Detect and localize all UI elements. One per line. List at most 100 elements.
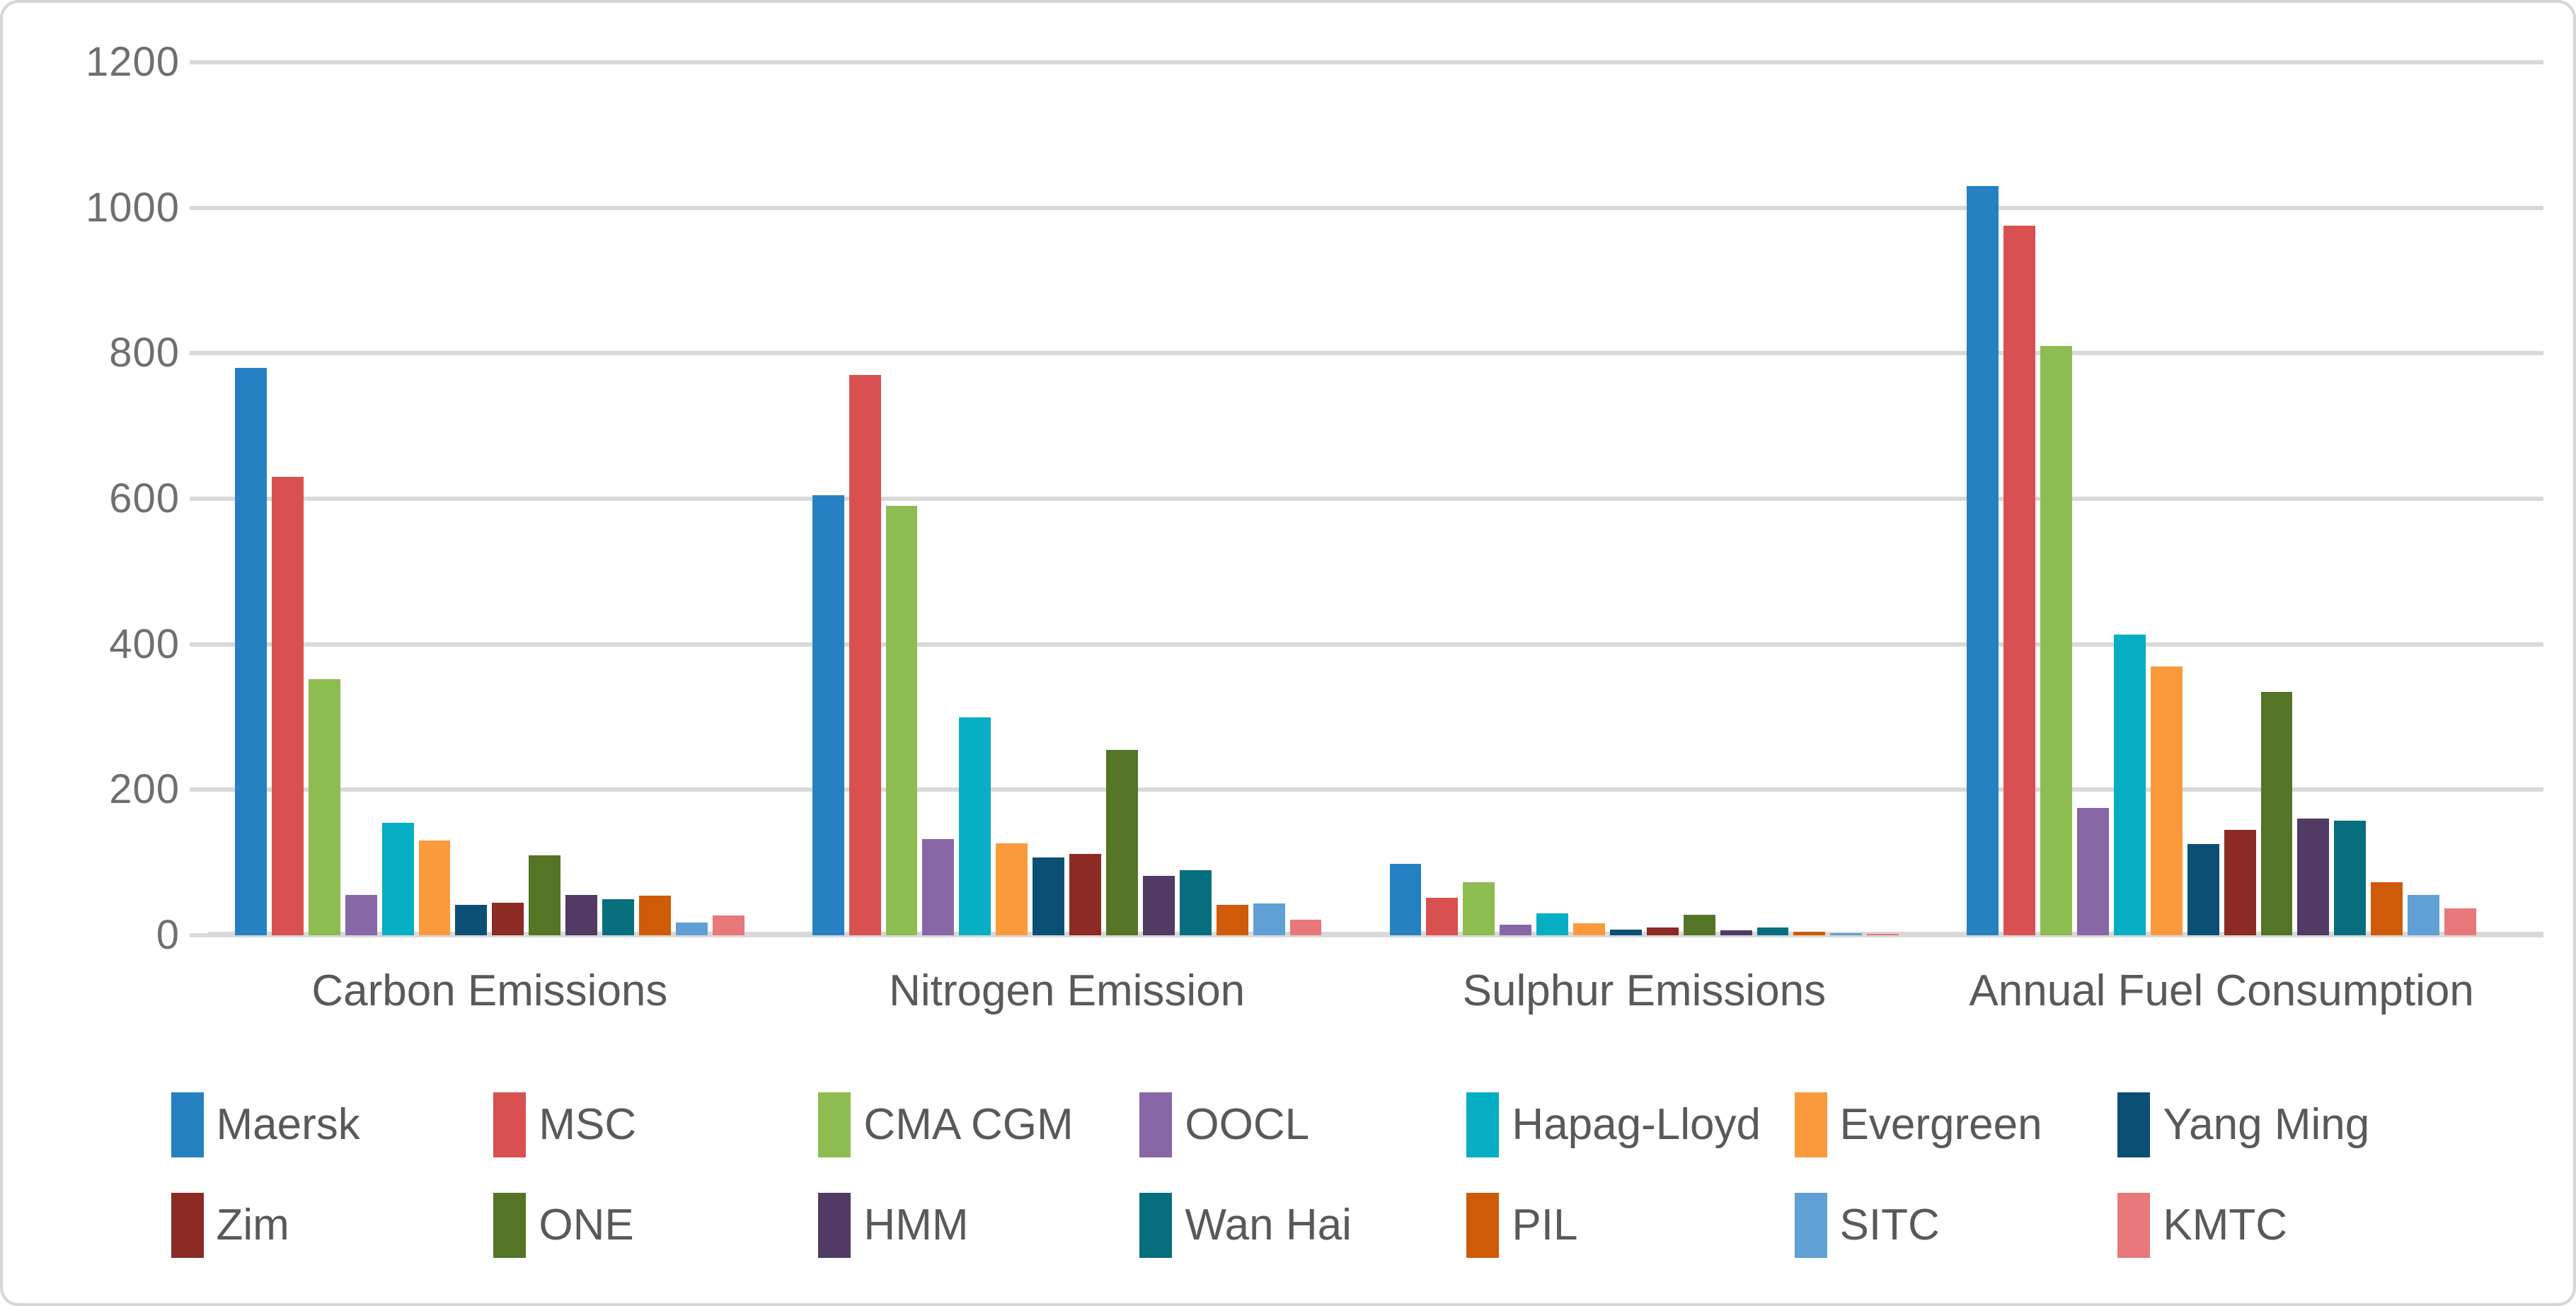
gridline-1000 <box>208 205 2543 210</box>
bar-yang-ming <box>1609 929 1642 935</box>
bar-evergreen <box>2150 666 2183 935</box>
legend-label: Hapag-Lloyd <box>1512 1100 1761 1149</box>
legend-item-hmm: HMM <box>818 1193 969 1258</box>
gridline-1200 <box>208 60 2543 64</box>
category-label: Carbon Emissions <box>311 966 668 1015</box>
legend-item-cma-cgm: CMA CGM <box>818 1092 1074 1157</box>
legend-swatch-icon <box>818 1092 851 1157</box>
bar-evergreen <box>418 840 451 935</box>
bar-pil <box>1793 931 1826 935</box>
legend-label: Maersk <box>216 1100 360 1149</box>
bar-zim <box>1646 927 1679 935</box>
y-axis: 0 200 400 600 800 1000 1200 <box>3 42 180 956</box>
bar-pil <box>2371 882 2403 935</box>
bar-cma-cgm <box>2040 346 2072 935</box>
legend-swatch-icon <box>171 1092 204 1157</box>
bar-one <box>2260 691 2293 935</box>
y-tickmark-400 <box>190 642 208 647</box>
bar-cma-cgm <box>885 506 918 935</box>
bar-one <box>1683 915 1715 935</box>
bar-wan-hai <box>1756 927 1789 935</box>
bar-hmm <box>565 895 598 935</box>
legend-item-oocl: OOCL <box>1139 1092 1309 1157</box>
bar-oocl <box>1500 924 1532 935</box>
bar-wan-hai <box>602 898 634 935</box>
legend-item-one: ONE <box>493 1193 634 1258</box>
legend-label: MSC <box>539 1100 637 1149</box>
category-label: Sulphur Emissions <box>1462 966 1827 1015</box>
legend-label: CMA CGM <box>863 1100 1074 1149</box>
gridline-200 <box>208 787 2543 792</box>
plot-area <box>190 60 2543 937</box>
category-label: Nitrogen Emission <box>889 966 1246 1015</box>
bar-one <box>1106 749 1138 935</box>
gridline-800 <box>208 351 2543 356</box>
legend-swatch-icon <box>1466 1193 1500 1258</box>
bar-one <box>529 855 561 935</box>
bar-msc <box>2003 226 2036 935</box>
bar-group-nitrogen-emission <box>812 62 1322 935</box>
legend-label: SITC <box>1839 1201 1940 1249</box>
bar-sitc <box>675 922 708 935</box>
bar-group-annual-fuel-consumption <box>1967 62 2476 935</box>
legend-label: Wan Hai <box>1185 1201 1352 1249</box>
bar-maersk <box>1967 185 1999 935</box>
legend-item-zim: Zim <box>171 1193 289 1258</box>
bar-msc <box>1426 897 1459 935</box>
bar-wan-hai <box>2334 820 2367 935</box>
legend-swatch-icon <box>818 1193 851 1258</box>
y-tick-label-400: 400 <box>109 620 180 667</box>
y-tickmark-200 <box>190 787 208 792</box>
bar-kmtc <box>1867 933 1899 935</box>
legend-item-evergreen: Evergreen <box>1794 1092 2042 1157</box>
y-tickmark-1200 <box>190 60 208 64</box>
bar-evergreen <box>996 843 1028 935</box>
legend-swatch-icon <box>2117 1092 2151 1157</box>
legend-item-wan-hai: Wan Hai <box>1139 1193 1352 1258</box>
category-axis: Carbon Emissions Nitrogen Emission Sulphur… <box>208 966 2543 1016</box>
legend-label: KMTC <box>2163 1201 2288 1249</box>
bar-msc <box>271 477 304 935</box>
legend-label: ONE <box>539 1201 634 1249</box>
bar-zim <box>1069 853 1101 935</box>
legend-item-sitc: SITC <box>1794 1193 1940 1258</box>
bar-hapag-lloyd <box>2113 635 2146 935</box>
bar-yang-ming <box>455 904 488 935</box>
bar-oocl <box>2076 808 2109 935</box>
y-tick-label-1200: 1200 <box>85 39 180 85</box>
bar-zim <box>492 902 524 935</box>
bar-zim <box>2224 829 2256 935</box>
legend-item-hapag-lloyd: Hapag-Lloyd <box>1466 1092 1761 1157</box>
bar-evergreen <box>1573 923 1605 935</box>
gridline-0 <box>208 932 2543 937</box>
bar-msc <box>849 375 881 935</box>
bar-maersk <box>1389 864 1422 935</box>
legend-label: OOCL <box>1185 1100 1310 1149</box>
legend-swatch-icon <box>1139 1193 1173 1258</box>
y-tick-label-0: 0 <box>156 912 180 958</box>
bar-kmtc <box>712 915 744 935</box>
y-tickmark-800 <box>190 351 208 356</box>
legend-label: HMM <box>863 1201 969 1249</box>
legend-swatch-icon <box>1794 1193 1827 1258</box>
bar-cma-cgm <box>308 679 340 935</box>
legend-item-pil: PIL <box>1466 1193 1577 1258</box>
legend-item-kmtc: KMTC <box>2117 1193 2287 1258</box>
y-tickmark-1000 <box>190 205 208 210</box>
y-tick-label-800: 800 <box>109 330 180 376</box>
bar-sitc <box>1253 903 1285 935</box>
legend-item-maersk: Maersk <box>171 1092 360 1157</box>
bar-groups <box>208 62 2543 935</box>
bar-hapag-lloyd <box>959 717 991 935</box>
legend-swatch-icon <box>1139 1092 1173 1157</box>
bar-kmtc <box>1289 920 1322 935</box>
category-label: Annual Fuel Consumption <box>1969 966 2474 1015</box>
bar-yang-ming <box>2187 844 2219 935</box>
bar-group-carbon-emissions <box>235 62 744 935</box>
bar-hapag-lloyd <box>1536 913 1569 935</box>
bar-group-sulphur-emissions <box>1389 62 1899 935</box>
gridline-400 <box>208 642 2543 647</box>
bar-sitc <box>1830 932 1863 935</box>
y-tick-label-1000: 1000 <box>85 184 180 231</box>
